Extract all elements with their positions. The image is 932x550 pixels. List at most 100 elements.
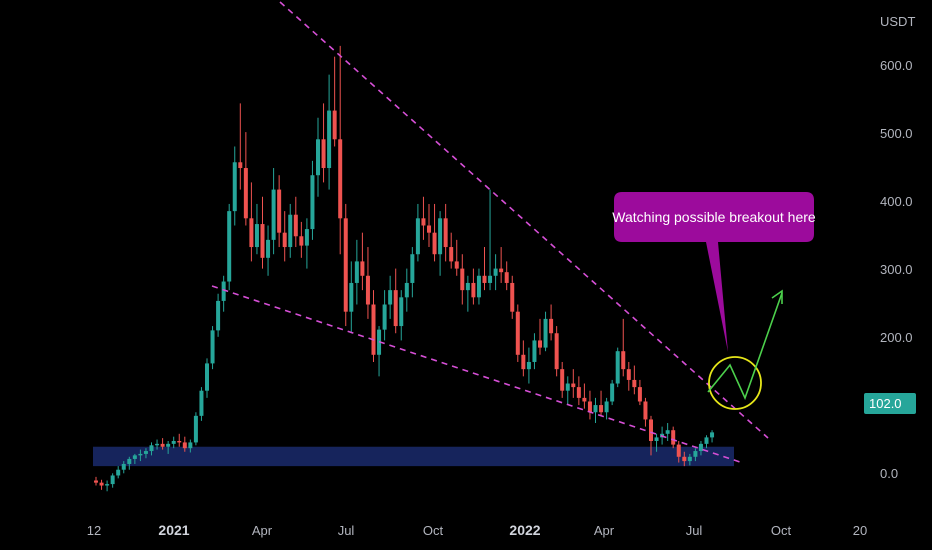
current-price-tag-bg [864,393,916,414]
candle-body [388,290,393,305]
candle-body [293,214,298,237]
lower-trendline [211,285,741,463]
candle-body [687,456,692,462]
candle-body [343,218,348,312]
support-zone [93,446,734,467]
candle-body [421,218,426,226]
callout-bubble [614,192,814,352]
candle-body [610,383,615,402]
projection-path [707,292,783,401]
time-tick-label: 12 [87,523,101,538]
candle-body [382,304,387,330]
currency-label: USDT [880,14,915,29]
candle-body [327,110,332,169]
projection-arrowhead [771,289,783,304]
price-axis[interactable]: USDT 600.0 500.0 400.0 300.0 200.0 0.0 [880,14,915,481]
candle-body [432,232,437,255]
candle-body [693,451,698,457]
time-tick-label: Apr [594,523,615,538]
candle-body [332,110,337,140]
candle-body [210,330,215,364]
annotation-callout[interactable]: Watching possible breakout here [612,192,816,352]
candle-body [543,318,548,348]
time-tick-label: Oct [423,523,444,538]
candle-body [654,437,659,441]
candle-body [310,175,315,230]
candle-body [371,304,376,355]
candle-body [249,218,254,248]
candle-body [105,484,110,486]
candle-body [221,281,226,301]
candle-body [582,397,587,402]
candle-body [676,444,681,457]
price-tick-label: 300.0 [880,262,913,277]
candle-body [482,275,487,283]
candle-body [549,318,554,334]
candle-body [515,311,520,355]
time-tick-label: Jul [686,523,703,538]
candle-body [415,218,420,255]
candle-body [454,261,459,269]
time-tick-label: Jul [338,523,355,538]
candle-body [682,456,687,462]
price-tick-label: 0.0 [880,466,898,481]
candle-body [565,383,570,391]
candle-body [182,442,187,449]
candle-body [521,354,526,370]
candle-body [538,340,542,348]
candle-body [571,383,576,388]
candle-body [349,282,354,312]
candle-body [643,401,648,420]
candle-body [116,469,121,476]
candle-body [626,369,631,380]
candle-body [526,361,531,370]
candle-body [710,432,715,438]
time-axis[interactable]: 12 2021 Apr Jul Oct 2022 Apr Jul Oct 20 [87,522,867,538]
candle-body [465,282,470,291]
candle-body [238,162,243,169]
candle-body [338,139,343,219]
candle-body [510,282,515,312]
candle-body [360,261,365,276]
time-tick-label: 2021 [158,522,189,538]
candle-body [599,405,604,413]
candle-body [621,351,626,370]
breakout-circle [708,356,762,410]
candle-body [449,247,454,262]
candles-group [94,45,715,492]
time-tick-label: 20 [853,523,867,538]
candle-body [254,224,259,248]
time-tick-label: Apr [252,523,273,538]
candle-body [393,290,398,327]
candle-body [532,340,537,362]
candle-body [316,139,320,176]
candle-body [410,254,415,283]
candle-body [177,440,182,443]
candle-body [121,463,126,470]
current-price-tag: 102.0 [864,393,916,414]
candle-body [243,168,248,219]
candle-body [99,482,104,486]
price-tick-label: 200.0 [880,330,913,345]
candle-body [216,300,221,331]
candle-body [593,405,598,413]
candle-body [499,268,504,273]
candle-body [266,239,271,258]
candle-body [471,282,476,298]
candle-body [155,443,160,446]
price-tick-label: 600.0 [880,58,913,73]
candle-body [227,211,232,282]
candle-body [260,224,265,258]
candle-body [288,214,293,248]
candle-body [488,275,493,283]
candle-body [232,162,237,212]
candle-body [171,440,176,444]
callout-text: Watching possible breakout here [612,209,816,225]
candle-body [438,218,443,255]
candle-body [199,390,204,416]
candle-body [304,229,309,246]
candle-body [560,369,565,391]
candle-body [365,275,370,305]
